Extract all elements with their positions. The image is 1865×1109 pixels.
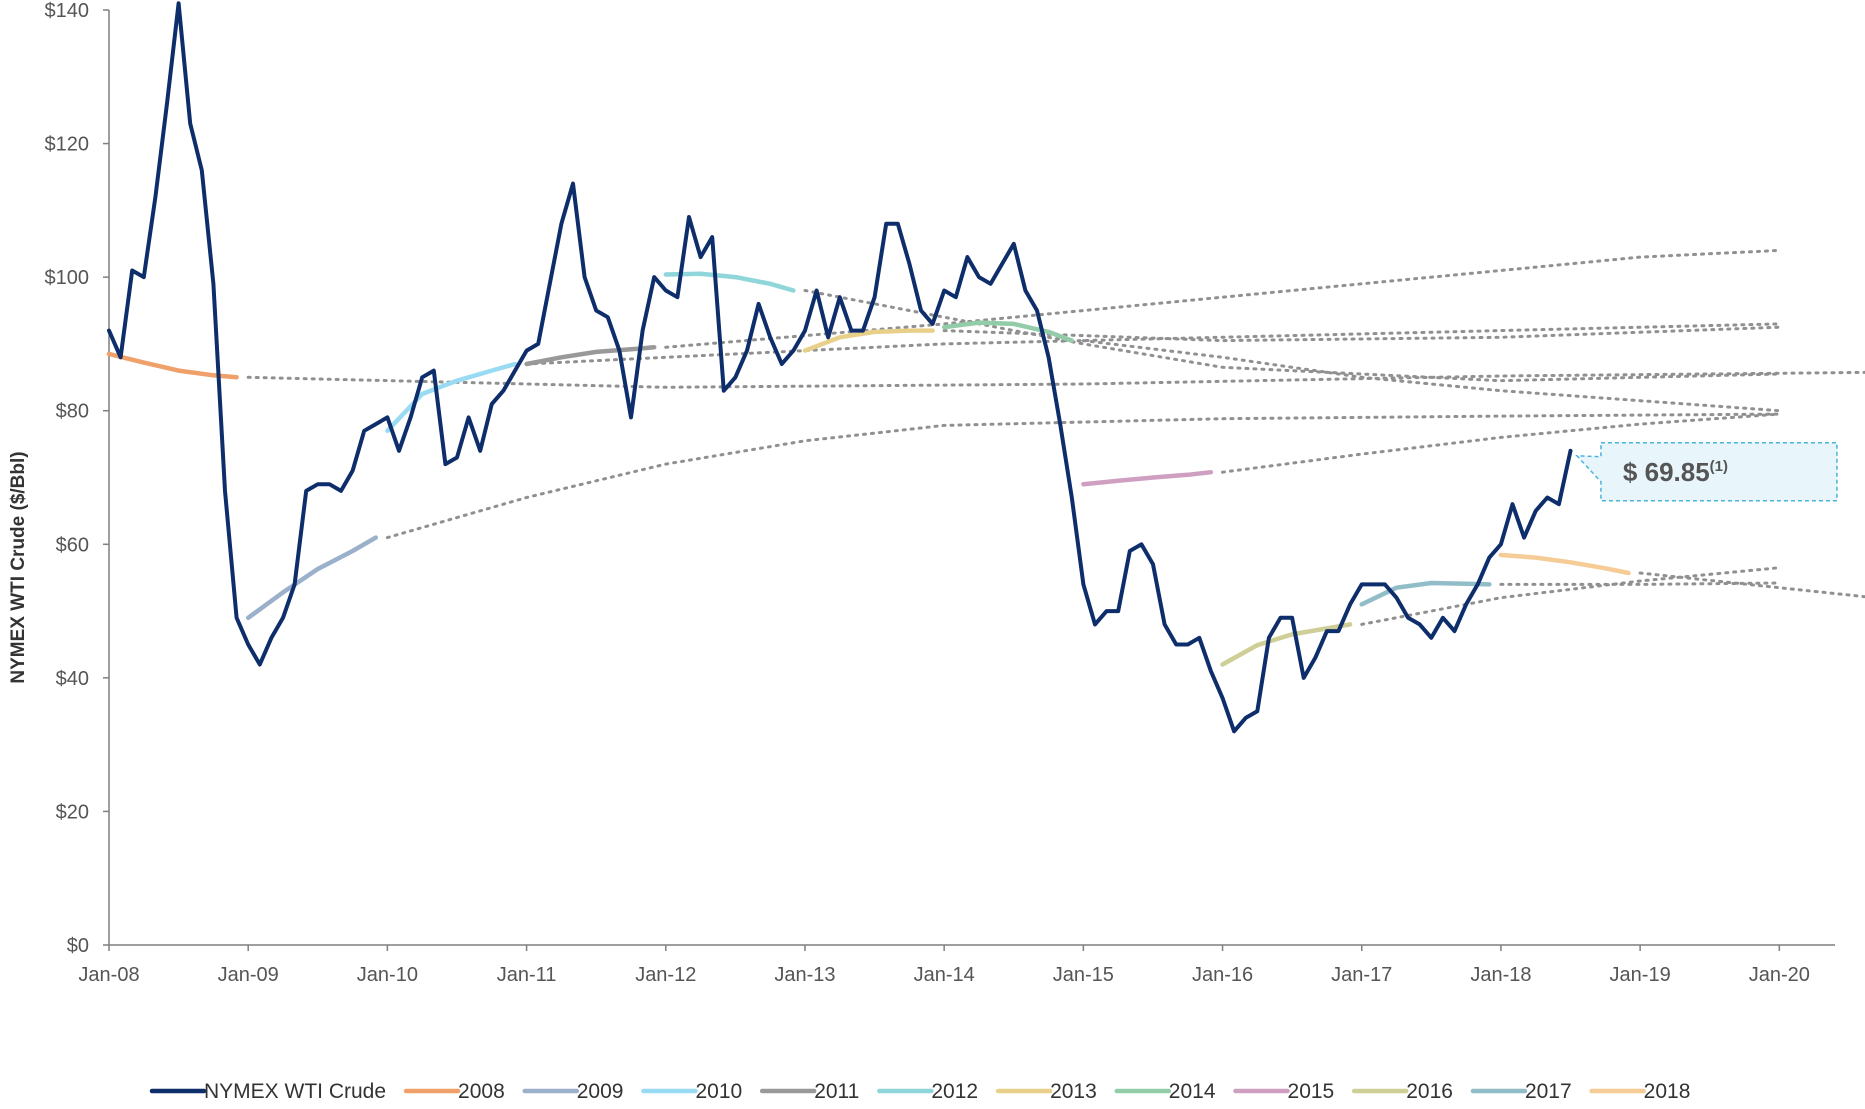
forward-curve [246, 370, 1865, 389]
x-tick-label: Jan-14 [914, 964, 975, 986]
price-series [107, 1, 1573, 734]
forward-curve [664, 248, 1781, 349]
y-tick-label: $20 [56, 801, 89, 823]
x-tick-label: Jan-15 [1053, 964, 1114, 986]
y-tick-label: $0 [67, 935, 89, 957]
forward-curve [1499, 581, 1781, 586]
legend-item-2018: 2018 [1589, 1080, 1691, 1103]
forward-curve [1221, 412, 1781, 474]
y-tick-label: $120 [45, 134, 90, 156]
x-tick-label: Jan-20 [1749, 964, 1810, 986]
legend-item-2015: 2015 [1233, 1080, 1335, 1103]
axes: $0 $20 $40 $60 $80 $100 $120 $140 Jan-08 Jan-09 Ja… [45, 0, 1835, 986]
y-tick-label: $80 [56, 401, 89, 423]
legend-item-2014: 2014 [1114, 1080, 1216, 1103]
strip-2018 [1498, 552, 1631, 576]
legend: NYMEX WTI Crude 2008 2009 2010 2011 2012 2013 2… [149, 1080, 1691, 1103]
legend-item-2016: 2016 [1351, 1080, 1453, 1103]
legend-label: 2014 [1169, 1080, 1216, 1103]
strip-2008 [106, 351, 239, 380]
forward-curves [246, 248, 1865, 626]
x-tick-label: Jan-17 [1331, 964, 1392, 986]
x-tick-label: Jan-09 [218, 964, 279, 986]
legend-item-nymex-wti-crude: NYMEX WTI Crude [149, 1080, 386, 1103]
legend-label: 2017 [1525, 1080, 1572, 1103]
x-tick-label: Jan-10 [357, 964, 418, 986]
forward-curve [942, 325, 1781, 343]
y-tick-label: $140 [45, 0, 90, 22]
strip-2009 [245, 535, 379, 621]
x-tick-label: Jan-19 [1610, 964, 1671, 986]
callout-value: $ 69.85(1) [1623, 457, 1728, 487]
legend-label: 2013 [1050, 1080, 1097, 1103]
legend-item-2010: 2010 [641, 1080, 742, 1103]
legend-label: 2010 [695, 1080, 742, 1103]
x-tick-label: Jan-11 [497, 964, 557, 986]
x-tick-label: Jan-16 [1192, 964, 1253, 986]
strip-2013 [802, 328, 935, 353]
legend-item-2013: 2013 [995, 1080, 1097, 1103]
strip-2012 [663, 271, 796, 293]
forward-curve [803, 289, 1781, 383]
forward-curve [1360, 566, 1781, 626]
callout-box [1575, 442, 1838, 502]
strip-2017 [1359, 580, 1492, 607]
legend-item-2008: 2008 [403, 1080, 505, 1103]
strip-2014 [941, 320, 1075, 343]
legend-item-2009: 2009 [522, 1080, 624, 1103]
legend-item-2011: 2011 [759, 1080, 859, 1103]
strip-2010 [385, 361, 518, 434]
y-tick-label: $40 [56, 668, 89, 690]
strip-2016 [1220, 622, 1353, 667]
x-tick-label: Jan-18 [1470, 964, 1531, 986]
forward-curve [1638, 571, 1865, 599]
legend-label: 2009 [577, 1080, 624, 1103]
legend-label: 2018 [1644, 1080, 1691, 1103]
legend-label: NYMEX WTI Crude [204, 1080, 386, 1103]
price-callout: $ 69.85(1) [1575, 442, 1838, 502]
legend-item-2017: 2017 [1470, 1080, 1572, 1103]
forward-curve [385, 412, 1781, 540]
legend-label: 2008 [458, 1080, 505, 1103]
x-tick-label: Jan-13 [774, 964, 835, 986]
legend-item-2012: 2012 [877, 1080, 978, 1103]
series-nymex-wti-crude [107, 1, 1573, 734]
legend-label: 2011 [814, 1080, 859, 1103]
x-tick-label: Jan-08 [78, 964, 139, 986]
strip-2015 [1081, 469, 1214, 487]
legend-label: 2012 [931, 1080, 978, 1103]
legend-label: 2015 [1288, 1080, 1335, 1103]
y-tick-label: $60 [56, 534, 89, 556]
legend-label: 2016 [1406, 1080, 1453, 1103]
forward-curve [1081, 339, 1781, 413]
y-axis-title: NYMEX WTI Crude ($/Bbl) [8, 451, 29, 683]
y-tick-label: $100 [45, 267, 90, 289]
x-tick-label: Jan-12 [635, 964, 696, 986]
